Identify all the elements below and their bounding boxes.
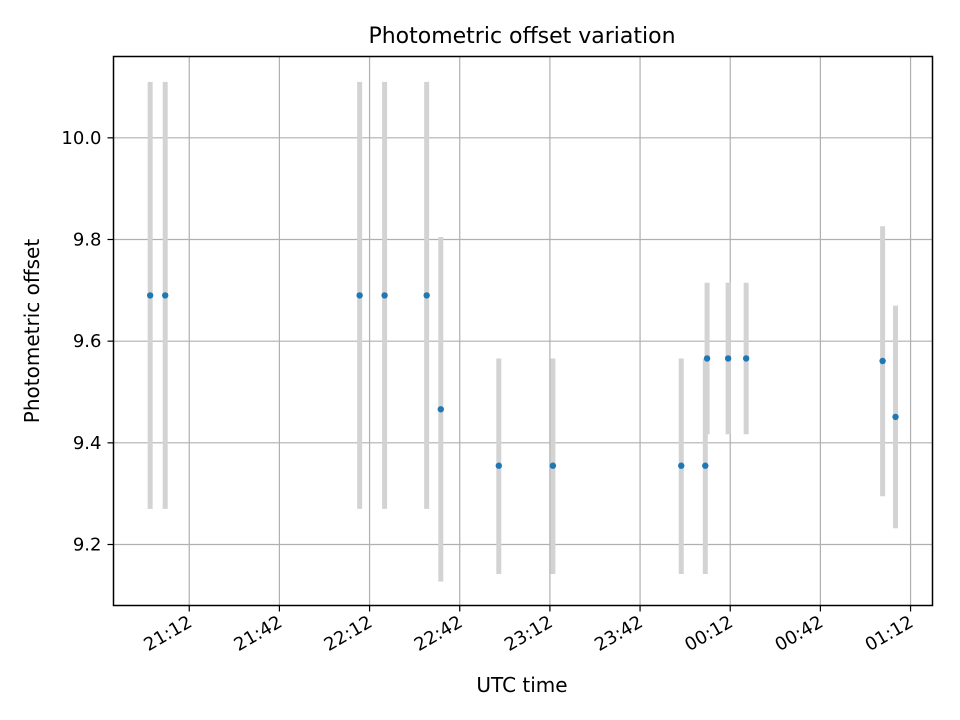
data-point (161, 292, 169, 299)
y-tick-label: 9.4 (73, 433, 102, 454)
data-point (678, 462, 685, 469)
data-point (892, 413, 899, 421)
grid-lines (113, 56, 933, 606)
data-point (742, 355, 750, 362)
y-axis-label: Photometric offset (20, 239, 44, 424)
data-point (549, 462, 557, 469)
y-tick-label: 10.0 (61, 128, 101, 149)
data-point (495, 462, 503, 469)
data-point (381, 292, 388, 299)
y-axis-ticks: 9.2 9.4 9.6 9.8 10.0 (61, 128, 114, 556)
data-point (146, 292, 154, 299)
data-point (356, 292, 363, 299)
data-point (703, 355, 711, 362)
x-axis-label: UTC time (476, 673, 567, 697)
chart-title: Photometric offset variation (368, 24, 675, 49)
data-point (423, 292, 430, 299)
data-point (702, 462, 709, 469)
data-point (437, 406, 444, 413)
y-tick-label: 9.2 (73, 535, 102, 556)
data-point (879, 357, 886, 365)
data-points (146, 292, 899, 469)
data-point (724, 355, 732, 362)
y-tick-label: 9.8 (73, 230, 102, 251)
plot-frame (112, 55, 934, 607)
y-tick-label: 9.6 (73, 331, 102, 352)
